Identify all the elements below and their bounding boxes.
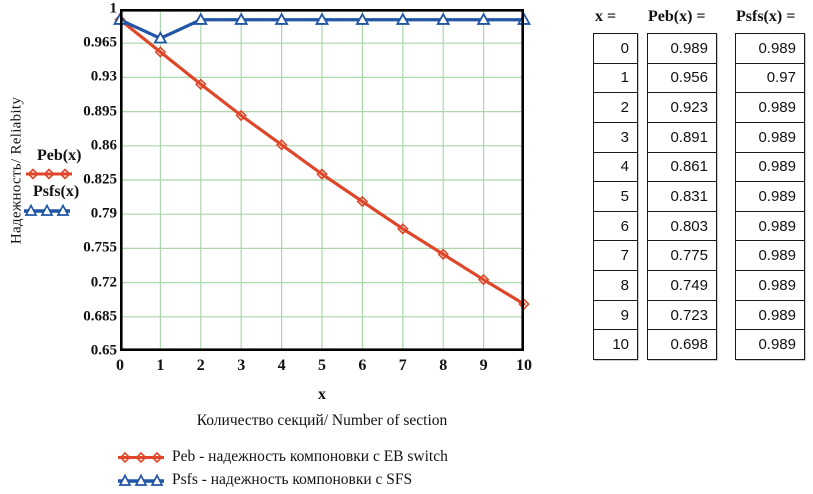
x-tick-label: 3 — [237, 357, 246, 374]
table-cell: 0.989 — [736, 210, 804, 241]
y-tick-label: 0.72 — [90, 274, 117, 291]
table-column-x: 0 1 2 3 4 5 6 7 8 9 10 — [593, 33, 638, 360]
table-cell: 0 — [620, 39, 629, 57]
table-cell: 5 — [594, 181, 637, 211]
table-cell: 6 — [594, 210, 637, 241]
table-header-x: x = — [595, 8, 617, 25]
table-cell: 0.97 — [736, 62, 804, 93]
y-tick-label: 0.93 — [90, 68, 117, 85]
table-column-peb: 0.989 0.956 0.923 0.891 0.861 0.831 0.803 0.775… — [647, 33, 717, 360]
psfs-legend-label: Psfs - надежность компоновки с SFS — [172, 471, 413, 488]
x-axis-title: x — [318, 386, 326, 403]
table-cell: 0.989 — [736, 329, 804, 359]
table-cell: 8 — [594, 270, 637, 300]
legend-row-peb: Peb - надежность компоновки с EB switch — [116, 448, 448, 466]
line-chart-plot — [112, 8, 532, 351]
peb-legend-label: Peb - надежность компоновки с EB switch — [172, 448, 448, 465]
x-tick-label: 7 — [398, 357, 407, 374]
table-cell: 0.698 — [648, 329, 716, 359]
table-cell: 0.831 — [648, 181, 716, 211]
y-tick-label: 0.65 — [90, 342, 117, 359]
peb-legend-line-icon — [118, 451, 164, 463]
y-tick-label: 0.86 — [90, 137, 117, 154]
x-tick-label: 2 — [196, 357, 205, 374]
x-tick-label: 8 — [439, 357, 448, 374]
table-cell: 7 — [594, 240, 637, 270]
table-header-psfs: Psfs(x) = — [736, 8, 796, 25]
inline-legend-psfs-label: Psfs(x) — [33, 183, 80, 200]
table-cell: 0.775 — [648, 240, 716, 270]
x-tick-label: 9 — [479, 357, 488, 374]
table-cell: 2 — [594, 92, 637, 122]
psfs-series-marker-icon — [24, 204, 70, 216]
table-cell: 4 — [594, 151, 637, 182]
table-cell: 3 — [594, 121, 637, 152]
table-cell: 0.989 — [736, 240, 804, 270]
legend-row-psfs: Psfs - надежность компоновки с SFS — [116, 471, 412, 489]
table-column-psfs: 0.989 0.97 0.989 0.989 0.989 0.989 0.989 0.989 0… — [735, 33, 805, 360]
y-tick-label: 1 — [109, 0, 118, 17]
x-tick-label: 10 — [516, 357, 532, 374]
table-header-peb: Peb(x) = — [648, 8, 706, 25]
table-cell: 0.861 — [648, 151, 716, 182]
table-cell: 0.989 — [736, 181, 804, 211]
table-cell: 0.923 — [648, 92, 716, 122]
psfs-legend-line-icon — [118, 473, 164, 486]
y-tick-label: 0.825 — [83, 171, 117, 188]
inline-legend-peb-label: Peb(x) — [37, 147, 82, 164]
y-tick-label: 0.79 — [90, 205, 117, 222]
chart-caption: Количество секций/ Number of section — [196, 412, 448, 429]
table-cell: 0.989 — [736, 121, 804, 152]
table-cell: 0.989 — [736, 92, 804, 122]
y-tick-label: 0.755 — [83, 239, 117, 256]
table-cell: 10 — [594, 329, 637, 359]
table-cell: 0.891 — [648, 121, 716, 152]
y-tick-label: 0.965 — [83, 34, 117, 51]
table-cell: 0.989 — [736, 299, 804, 330]
table-cell: 0.803 — [648, 210, 716, 241]
y-tick-label: 0.895 — [83, 103, 117, 120]
table-cell: 0.989 — [758, 39, 796, 57]
table-cell: 1 — [594, 62, 637, 93]
table-cell: 0.989 — [670, 39, 708, 57]
peb-series-marker-icon — [26, 168, 72, 180]
x-tick-label: 6 — [358, 357, 367, 374]
table-cell: 0.956 — [648, 62, 716, 93]
table-cell: 0.989 — [736, 151, 804, 182]
x-tick-label: 1 — [156, 357, 165, 374]
x-tick-label: 5 — [318, 357, 326, 374]
table-cell: 0.723 — [648, 299, 716, 330]
table-cell: 0.749 — [648, 270, 716, 300]
y-tick-label: 0.685 — [83, 308, 117, 325]
y-axis-label: Надежность/ Reliabity — [8, 96, 25, 245]
table-cell: 0.989 — [736, 270, 804, 300]
x-tick-label: 4 — [277, 357, 286, 374]
table-cell: 9 — [594, 299, 637, 330]
x-tick-label: 0 — [116, 357, 124, 374]
